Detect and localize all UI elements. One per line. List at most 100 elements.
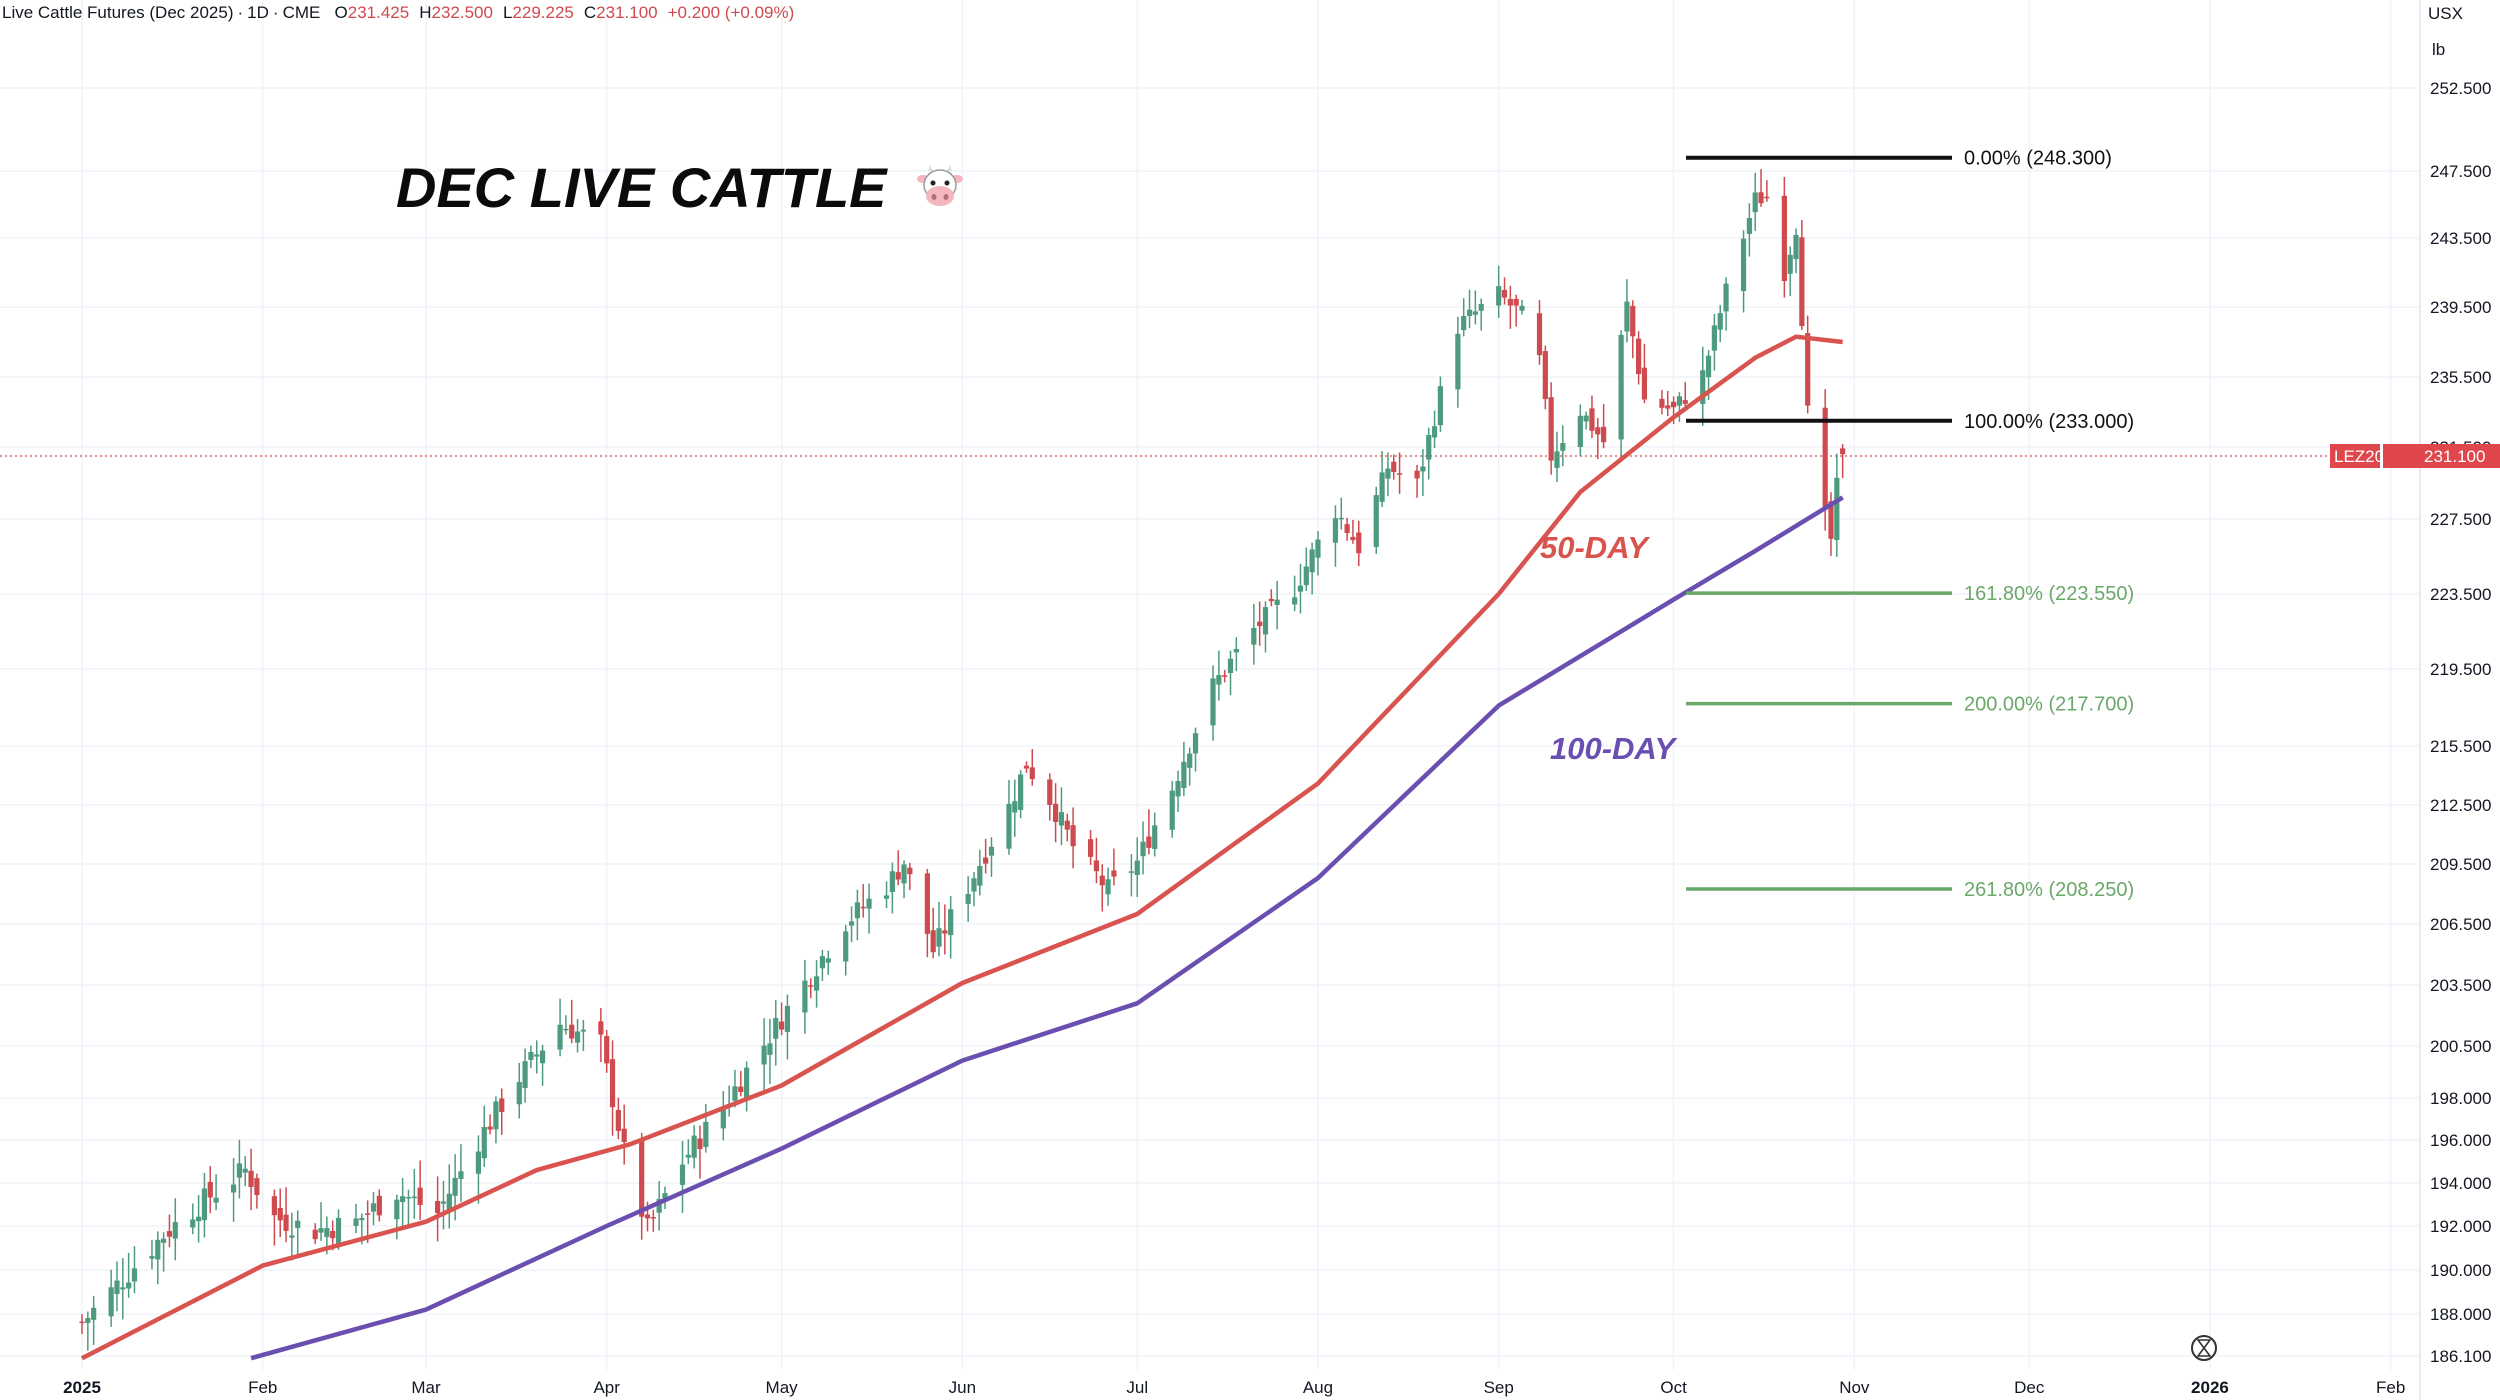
low-label: L [502,3,513,22]
candle [1152,812,1158,857]
candle [534,1040,540,1074]
candle [1338,497,1344,530]
symbol-header: Live Cattle Futures (Dec 2025) · 1D · CME O2… [2,3,795,22]
candle [1793,228,1799,274]
candle [161,1232,167,1272]
candle [1187,747,1193,786]
candle [1332,505,1339,567]
currency-label[interactable]: USX [2428,4,2463,23]
candle [621,1104,627,1165]
candle [930,907,936,959]
candle [965,876,971,923]
fibonacci-extension[interactable]: 0.00% (248.300) 100.00% (233.000) 161.80% … [1686,148,2134,901]
price-axis[interactable]: 252.500247.500243.500239.500235.500231.5… [2419,0,2491,1400]
fib-label: 261.80% (208.250) [1964,879,2134,901]
candle [563,1015,569,1035]
candle [394,1194,400,1240]
instrument-name[interactable]: Live Cattle Futures (Dec 2025) [2,3,234,22]
fib-level-0[interactable]: 0.00% (248.300) [1686,148,2112,170]
candle [435,1176,441,1242]
chart-title: DEC LIVE CATTLE [396,155,964,220]
candle [1006,780,1012,855]
close-label: C [583,3,597,22]
candle [1478,298,1484,331]
fib-level-2[interactable]: 161.80% (223.550) [1686,583,2134,605]
fib-level-1[interactable]: 100.00% (233.000) [1686,411,2134,433]
candle [481,1105,487,1167]
candle [318,1202,324,1241]
candle [1426,427,1432,480]
candle [190,1203,196,1235]
candle [166,1214,173,1248]
candle [767,1018,773,1084]
price-tick-14: 200.500 [2430,1037,2491,1056]
candle [271,1189,277,1246]
candle [1414,464,1420,498]
candle [114,1261,120,1312]
candle [131,1246,138,1294]
candle [901,860,907,899]
candle [1087,829,1094,865]
time-axis[interactable]: 2025 Feb Mar Apr May Jun Jul Aug Sep Oct Nov Dec 202… [63,1378,2405,1397]
price-tick-3: 239.500 [2430,298,2491,317]
candle [808,978,814,999]
time-tick-4: May [766,1378,799,1397]
candle [1787,246,1793,297]
candle [475,1135,482,1204]
candle [196,1194,202,1243]
candle [1682,382,1688,410]
candle [1146,809,1152,855]
interval[interactable]: 1D [247,3,269,22]
candle [213,1174,219,1211]
time-tick-13: Feb [2376,1378,2405,1397]
candle [440,1180,447,1230]
candle [720,1091,726,1141]
candle [813,960,820,1008]
fib-level-3[interactable]: 200.00% (217.700) [1686,694,2134,716]
chart-title-text: DEC LIVE CATTLE [396,156,887,219]
candle [1111,848,1117,886]
candle [1128,854,1134,897]
unit-label: lb [2432,40,2446,59]
candle [860,884,866,918]
candle [604,1029,610,1073]
timer-icon[interactable] [2191,1335,2217,1361]
candle [854,889,860,941]
low-value: 229.225 [512,3,574,22]
price-tick-16: 196.000 [2430,1131,2491,1150]
candle [1070,807,1076,869]
candle [172,1198,178,1261]
candle [1560,425,1566,467]
price-tick-17: 194.000 [2430,1174,2491,1193]
candle [108,1269,114,1327]
candle [528,1045,534,1069]
candle [679,1140,686,1214]
price-tick-12: 206.500 [2430,915,2491,934]
candle [650,1209,656,1232]
candle [848,906,855,943]
price-tick-15: 198.000 [2430,1089,2491,1108]
time-tick-11: Dec [2014,1378,2045,1397]
candle [1303,547,1309,591]
candle [738,1070,744,1097]
candle [843,924,849,976]
candle [1222,669,1228,683]
candle [1047,773,1053,821]
candle [1641,343,1648,404]
candle [883,881,890,909]
candle [732,1069,738,1108]
candle [779,1002,785,1036]
candle [1723,277,1729,331]
price-tick-4: 235.500 [2430,368,2491,387]
candle [1601,404,1607,449]
candle [703,1104,709,1153]
candle [1437,376,1443,432]
candle [277,1188,283,1238]
change-value: +0.200 (+0.09%) [667,3,795,22]
candle [1227,650,1234,696]
candle [248,1148,254,1211]
candle [1099,864,1105,912]
candle [557,998,563,1057]
fib-level-4[interactable]: 261.80% (208.250) [1686,879,2134,901]
